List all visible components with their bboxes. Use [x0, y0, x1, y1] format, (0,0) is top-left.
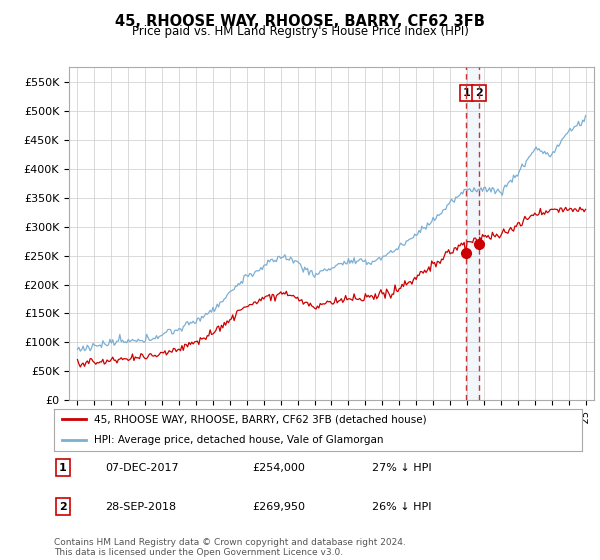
Text: 26% ↓ HPI: 26% ↓ HPI — [372, 502, 431, 512]
Text: 1: 1 — [463, 88, 470, 98]
Text: Price paid vs. HM Land Registry's House Price Index (HPI): Price paid vs. HM Land Registry's House … — [131, 25, 469, 38]
Text: Contains HM Land Registry data © Crown copyright and database right 2024.
This d: Contains HM Land Registry data © Crown c… — [54, 538, 406, 557]
Text: 07-DEC-2017: 07-DEC-2017 — [105, 463, 179, 473]
Text: £269,950: £269,950 — [252, 502, 305, 512]
Text: 45, RHOOSE WAY, RHOOSE, BARRY, CF62 3FB (detached house): 45, RHOOSE WAY, RHOOSE, BARRY, CF62 3FB … — [94, 414, 426, 424]
Text: 45, RHOOSE WAY, RHOOSE, BARRY, CF62 3FB: 45, RHOOSE WAY, RHOOSE, BARRY, CF62 3FB — [115, 14, 485, 29]
Text: 28-SEP-2018: 28-SEP-2018 — [105, 502, 176, 512]
Text: £254,000: £254,000 — [252, 463, 305, 473]
Text: 2: 2 — [59, 502, 67, 512]
Text: 2: 2 — [475, 88, 483, 98]
Text: 1: 1 — [59, 463, 67, 473]
Text: HPI: Average price, detached house, Vale of Glamorgan: HPI: Average price, detached house, Vale… — [94, 435, 383, 445]
Bar — [466, 67, 479, 400]
Text: 27% ↓ HPI: 27% ↓ HPI — [372, 463, 431, 473]
